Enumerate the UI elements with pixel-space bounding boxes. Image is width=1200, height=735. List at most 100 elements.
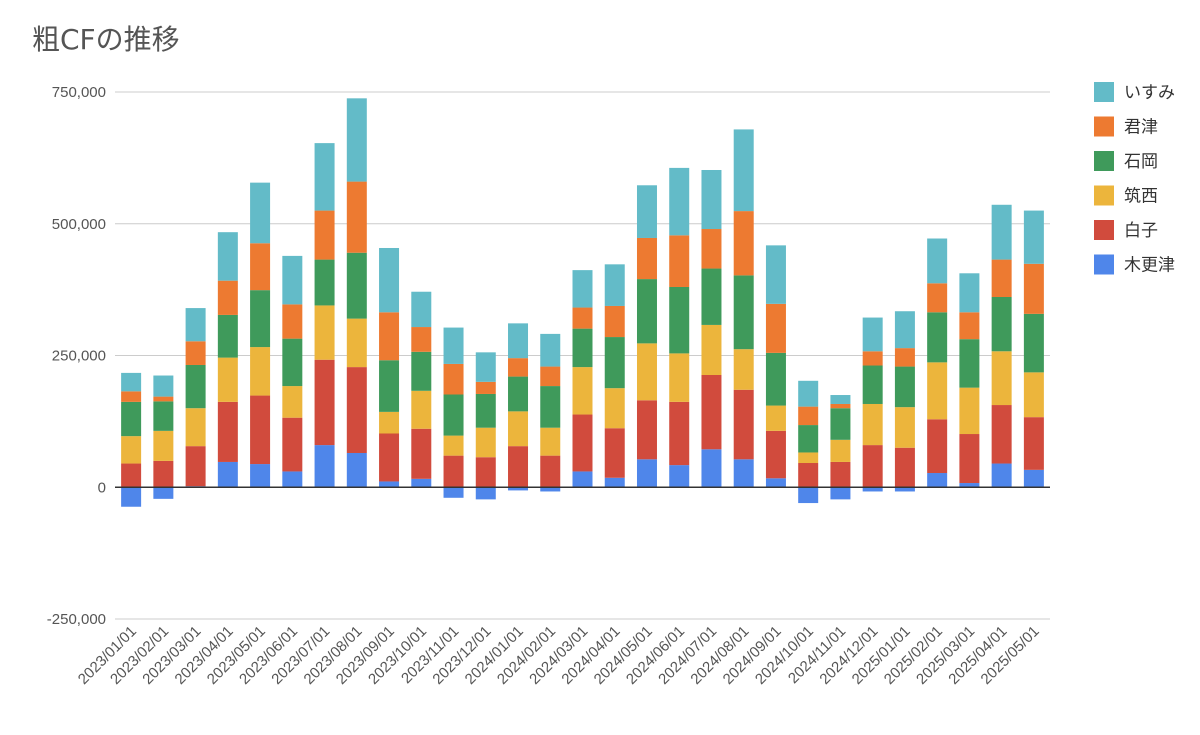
bar-segment — [701, 324, 722, 375]
bar-segment — [798, 463, 819, 488]
bar-segment — [121, 487, 142, 507]
bar-segment — [314, 305, 335, 360]
bar-segment — [636, 279, 657, 344]
bar-segment — [121, 463, 142, 488]
bar-segment — [540, 487, 561, 492]
bar-segment — [443, 455, 464, 488]
bar-segment — [701, 268, 722, 325]
y-tick-label: 500,000 — [52, 216, 106, 233]
bar-segment — [894, 348, 915, 367]
chart-title: 粗CFの推移 — [32, 23, 180, 56]
bar-segment — [765, 405, 786, 431]
bar-segment — [475, 427, 496, 458]
bar-segment — [604, 388, 625, 429]
bar-segment — [798, 380, 819, 407]
bar-segment — [443, 363, 464, 395]
y-tick-label: 0 — [98, 479, 106, 496]
bar-segment — [282, 417, 303, 472]
bar-segment — [1023, 372, 1044, 418]
bar-segment — [572, 307, 593, 329]
y-tick-label: -250,000 — [47, 611, 106, 628]
bar-segment — [475, 457, 496, 488]
bar-segment — [540, 333, 561, 367]
bar-segment — [765, 478, 786, 488]
bar-segment — [540, 427, 561, 456]
bar-segment — [733, 459, 754, 488]
bar-segment — [830, 439, 851, 462]
legend-label: 白子 — [1124, 221, 1158, 241]
bar-segment — [830, 461, 851, 488]
bar-segment — [185, 341, 206, 365]
bar-segment — [830, 408, 851, 440]
bar-segment — [991, 204, 1012, 260]
bar-segment — [185, 308, 206, 342]
bar-segment — [636, 185, 657, 238]
bar-segment — [636, 459, 657, 488]
bar-segment — [121, 401, 142, 437]
bar-segment — [475, 352, 496, 382]
bar-segment — [894, 407, 915, 448]
legend-swatch — [1094, 185, 1114, 206]
bar-segment — [798, 487, 819, 504]
bar-segment — [475, 381, 496, 394]
bar-segment — [250, 395, 271, 465]
bar-segment — [346, 452, 367, 488]
bar-segment — [411, 327, 432, 352]
bar-segment — [411, 428, 432, 479]
bar-segment — [217, 280, 238, 315]
bars-layer — [121, 98, 1044, 507]
bar-segment — [217, 357, 238, 402]
bar-segment — [379, 360, 400, 412]
bar-segment — [185, 364, 206, 409]
bar-segment — [798, 452, 819, 464]
bar-segment — [250, 347, 271, 396]
bar-segment — [121, 436, 142, 464]
bar-segment — [250, 182, 271, 244]
bar-segment — [1023, 469, 1044, 488]
bar-segment — [540, 455, 561, 488]
bar-segment — [217, 401, 238, 462]
bar-segment — [411, 478, 432, 488]
bar-segment — [282, 386, 303, 418]
bar-segment — [862, 487, 883, 492]
bar-segment — [604, 428, 625, 478]
legend-swatch — [1094, 116, 1114, 137]
bar-segment — [669, 235, 690, 287]
bar-segment — [765, 245, 786, 304]
bar-segment — [121, 391, 142, 402]
bar-segment — [1023, 263, 1044, 314]
bar-segment — [991, 297, 1012, 352]
bar-segment — [346, 318, 367, 368]
bar-segment — [508, 376, 529, 412]
bar-segment — [443, 327, 464, 364]
bar-segment — [862, 403, 883, 446]
bar-segment — [733, 275, 754, 350]
bar-segment — [733, 349, 754, 390]
bar-segment — [765, 303, 786, 353]
y-tick-label: 750,000 — [52, 84, 106, 101]
bar-segment — [153, 401, 174, 431]
bar-segment — [411, 291, 432, 328]
legend-label: 君津 — [1124, 118, 1158, 138]
bar-segment — [475, 393, 496, 428]
legend-swatch — [1094, 151, 1114, 171]
bar-segment — [862, 351, 883, 366]
bar-segment — [250, 290, 271, 348]
bar-segment — [379, 433, 400, 482]
bar-segment — [636, 237, 657, 280]
bar-segment — [379, 247, 400, 313]
bar-segment — [894, 487, 915, 492]
bar-segment — [282, 255, 303, 305]
bar-segment — [894, 366, 915, 408]
bar-segment — [379, 411, 400, 434]
bar-segment — [701, 169, 722, 230]
bar-segment — [927, 419, 948, 474]
bar-segment — [314, 259, 335, 306]
bar-segment — [153, 487, 174, 499]
bar-segment — [153, 375, 174, 397]
bar-segment — [250, 243, 271, 291]
bar-segment — [185, 446, 206, 487]
bar-segment — [153, 460, 174, 488]
bar-segment — [314, 210, 335, 260]
